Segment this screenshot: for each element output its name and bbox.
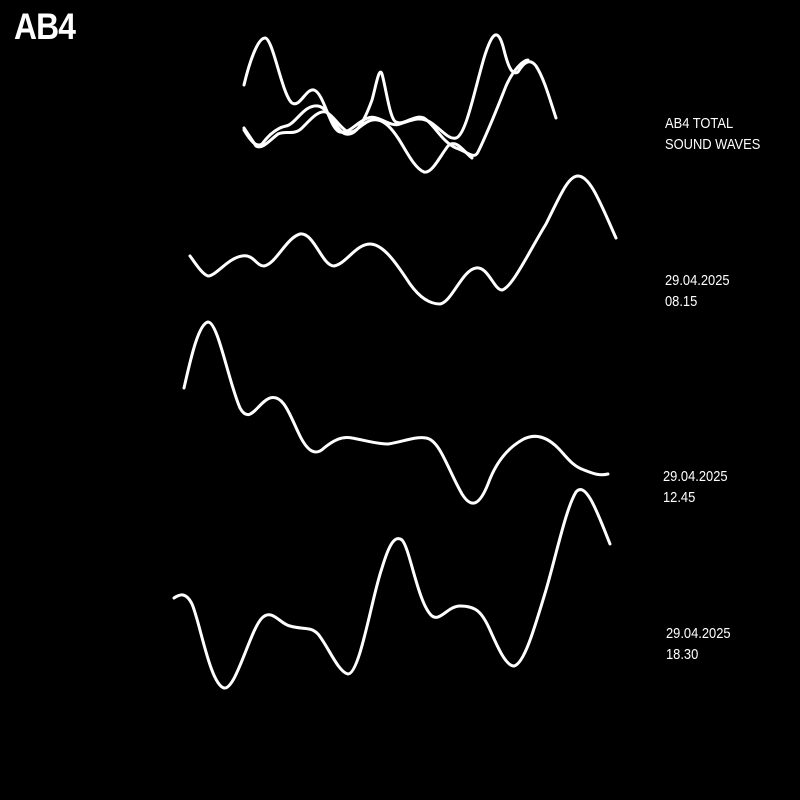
brand-logo: AB4 bbox=[14, 6, 76, 47]
total-waves-group bbox=[242, 33, 558, 174]
recording-time: 12.45 bbox=[663, 489, 696, 506]
recording-date: 29.04.2025 bbox=[663, 468, 728, 485]
wave-1245 bbox=[182, 320, 610, 505]
total-wave-3 bbox=[242, 110, 474, 174]
recording-caption-1245: 29.04.2025 12.45 bbox=[663, 466, 728, 508]
recording-time: 18.30 bbox=[666, 646, 699, 663]
total-caption-line1: AB4 TOTAL bbox=[665, 115, 734, 132]
total-wave-1 bbox=[242, 33, 558, 140]
recording-date: 29.04.2025 bbox=[666, 625, 731, 642]
recording-caption-1830: 29.04.2025 18.30 bbox=[666, 623, 731, 665]
recording-time: 08.15 bbox=[665, 293, 698, 310]
total-wave-2 bbox=[242, 58, 530, 157]
recording-caption-0815: 29.04.2025 08.15 bbox=[665, 270, 730, 312]
recording-date: 29.04.2025 bbox=[665, 272, 730, 289]
wave-0815 bbox=[188, 174, 618, 306]
wave-1830 bbox=[172, 488, 612, 690]
total-caption: AB4 TOTAL SOUND WAVES bbox=[665, 113, 760, 155]
total-caption-line2: SOUND WAVES bbox=[665, 136, 761, 153]
